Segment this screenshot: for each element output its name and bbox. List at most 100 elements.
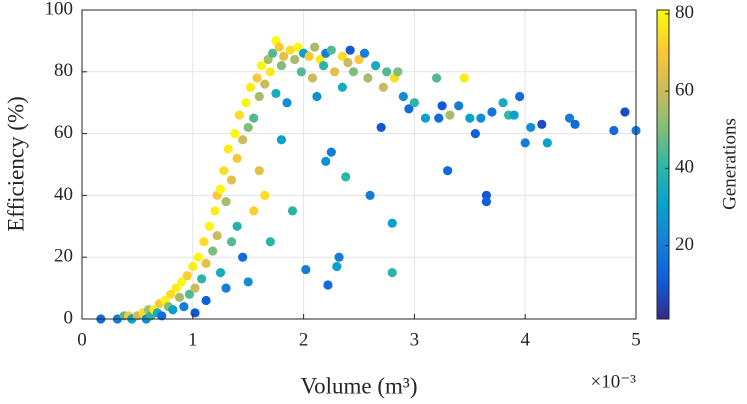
point [265, 237, 275, 247]
x-tick-label: 3 [410, 329, 420, 350]
point [459, 73, 469, 83]
point [174, 292, 185, 302]
point [387, 268, 397, 278]
point [382, 67, 392, 77]
point [221, 283, 231, 293]
colorbar-tick-label: 20 [675, 234, 694, 255]
point [232, 153, 242, 163]
point [232, 221, 242, 231]
point [188, 261, 198, 272]
point [564, 113, 575, 123]
point [226, 237, 237, 247]
point [323, 280, 333, 290]
point [359, 48, 370, 58]
point [193, 252, 203, 262]
y-axis-label: Efficiency (%) [3, 96, 28, 232]
point [279, 51, 289, 61]
point [293, 42, 303, 52]
point [201, 295, 211, 306]
point [363, 73, 373, 83]
point [208, 246, 218, 256]
y-tick-label: 20 [54, 246, 73, 267]
point [260, 190, 270, 200]
point [245, 82, 256, 92]
point [454, 101, 464, 111]
point [182, 271, 192, 281]
point [445, 110, 455, 120]
point [326, 45, 336, 55]
point [387, 218, 397, 228]
point [265, 67, 275, 77]
point [274, 42, 284, 52]
plot-frame [81, 9, 637, 320]
point [201, 258, 211, 268]
point [271, 88, 281, 99]
point [276, 61, 287, 71]
point [190, 308, 200, 318]
point [465, 113, 475, 123]
point [542, 138, 552, 148]
point [166, 289, 176, 299]
point [330, 67, 340, 77]
x-tick-label: 0 [77, 329, 87, 350]
point [254, 166, 264, 176]
point [520, 138, 530, 148]
point [348, 67, 359, 77]
point [431, 73, 442, 83]
x-multiplier: ×10⁻³ [591, 371, 637, 392]
point [609, 125, 619, 136]
point [376, 122, 386, 133]
point [409, 98, 419, 108]
point [243, 277, 253, 287]
point [199, 237, 209, 247]
y-tick-label: 60 [54, 122, 73, 143]
point [434, 113, 444, 123]
y-tick-label: 40 [54, 184, 73, 205]
point [226, 175, 237, 185]
point [393, 67, 403, 77]
point [326, 147, 336, 157]
colorbar-tick-label: 40 [675, 157, 694, 178]
point [537, 119, 547, 129]
x-tick-label: 5 [631, 329, 641, 350]
point [365, 190, 375, 200]
colorbar-tick-label: 80 [675, 2, 694, 23]
point [318, 61, 329, 71]
point [282, 98, 292, 108]
y-tick-label: 100 [45, 0, 74, 19]
point [515, 91, 525, 102]
point [296, 67, 306, 77]
point [290, 54, 300, 65]
x-axis-label: Volume (m³) [301, 373, 418, 398]
point [285, 45, 295, 55]
point [168, 305, 178, 315]
y-tick-label: 0 [64, 307, 74, 328]
point [437, 101, 447, 111]
point [343, 57, 353, 68]
y-tick-label: 80 [54, 60, 73, 81]
point [241, 98, 251, 108]
point [260, 79, 270, 89]
point [420, 113, 431, 123]
point [498, 98, 508, 108]
x-tick-label: 1 [188, 329, 198, 350]
point [252, 73, 262, 83]
point [223, 144, 233, 154]
colorbar [656, 9, 670, 320]
point [354, 54, 364, 65]
point [378, 82, 388, 92]
point [179, 302, 189, 312]
point [570, 119, 580, 129]
point [321, 156, 331, 167]
point [345, 45, 355, 55]
point [404, 104, 414, 114]
x-tick-label: 4 [520, 329, 530, 350]
point [371, 61, 381, 71]
point [287, 206, 298, 216]
point [470, 129, 480, 139]
point [221, 196, 231, 207]
point [215, 184, 226, 194]
point [238, 135, 248, 145]
point [304, 51, 314, 61]
point [256, 61, 267, 71]
